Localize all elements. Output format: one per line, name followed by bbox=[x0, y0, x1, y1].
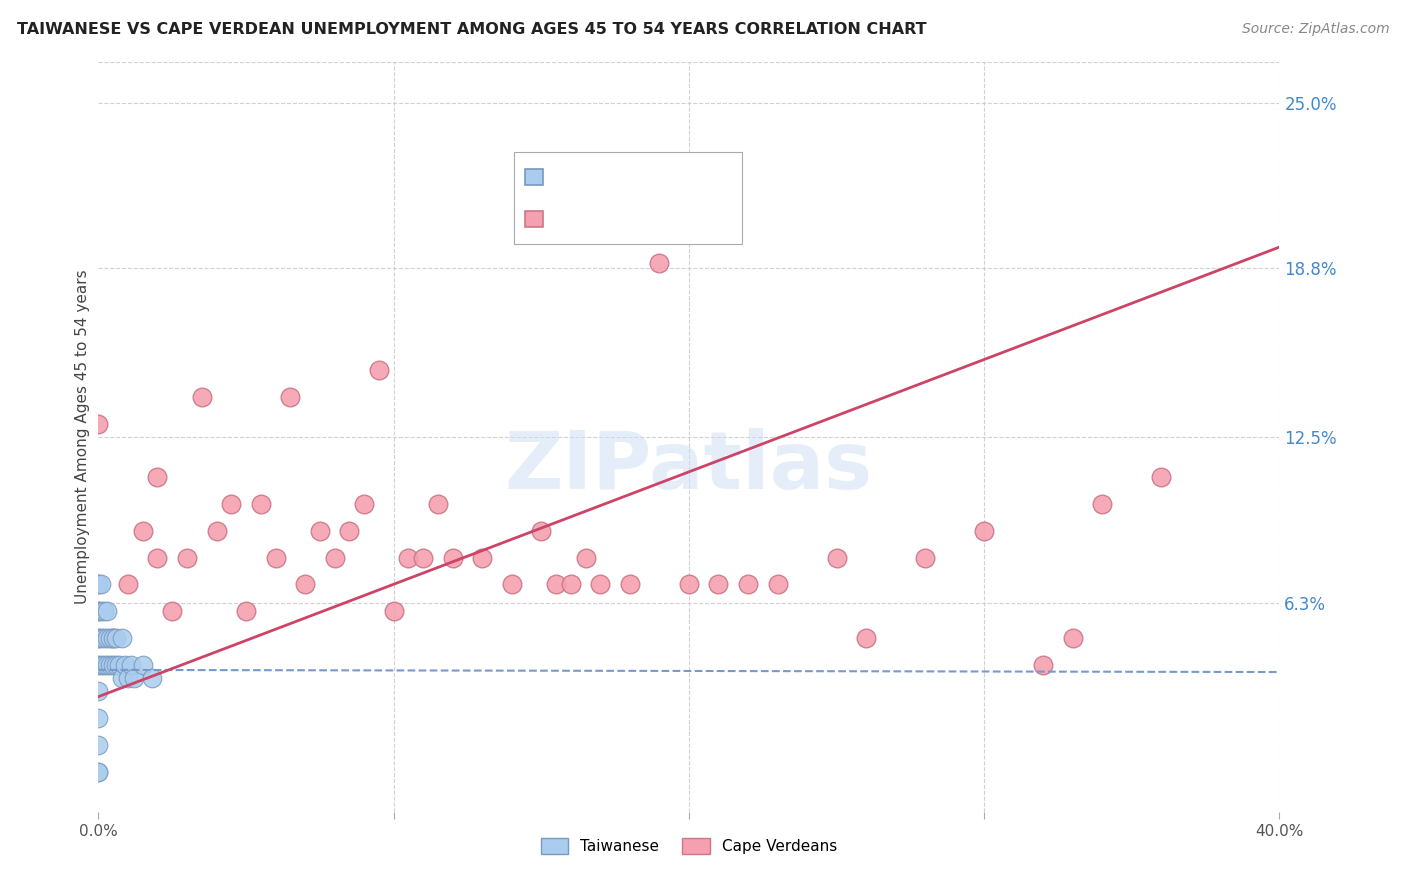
Point bbox=[412, 550, 434, 565]
Point bbox=[323, 550, 346, 565]
Point bbox=[648, 256, 671, 270]
Point bbox=[855, 631, 877, 645]
Point bbox=[250, 497, 273, 511]
Point bbox=[87, 577, 110, 591]
Point bbox=[546, 577, 568, 591]
Point bbox=[471, 550, 494, 565]
Point bbox=[707, 577, 730, 591]
Point bbox=[120, 657, 142, 672]
Point bbox=[382, 604, 405, 618]
Point bbox=[117, 671, 139, 685]
Point bbox=[93, 604, 115, 618]
Point bbox=[191, 390, 214, 404]
Text: R = -0.001: R = -0.001 bbox=[550, 169, 631, 185]
Point bbox=[221, 497, 243, 511]
Point bbox=[737, 577, 759, 591]
Point bbox=[766, 577, 789, 591]
Point bbox=[205, 524, 228, 538]
Text: N = 47: N = 47 bbox=[655, 212, 713, 227]
Point bbox=[103, 657, 125, 672]
Point bbox=[87, 604, 110, 618]
Point bbox=[530, 524, 553, 538]
Point bbox=[111, 631, 134, 645]
Point bbox=[575, 550, 598, 565]
Point bbox=[1091, 497, 1114, 511]
Point bbox=[105, 631, 128, 645]
Point bbox=[1062, 631, 1084, 645]
Point bbox=[560, 577, 582, 591]
Point bbox=[619, 577, 641, 591]
Legend: Taiwanese, Cape Verdeans: Taiwanese, Cape Verdeans bbox=[534, 832, 844, 860]
Point bbox=[368, 363, 391, 377]
Point bbox=[96, 631, 118, 645]
Point bbox=[90, 657, 112, 672]
Text: Source: ZipAtlas.com: Source: ZipAtlas.com bbox=[1241, 22, 1389, 37]
Point bbox=[441, 550, 464, 565]
Point bbox=[105, 657, 128, 672]
Point bbox=[589, 577, 612, 591]
Point bbox=[235, 604, 257, 618]
Point bbox=[132, 524, 155, 538]
Point bbox=[87, 657, 110, 672]
Point bbox=[162, 604, 183, 618]
Point bbox=[264, 550, 287, 565]
Point bbox=[90, 631, 112, 645]
Point bbox=[108, 657, 131, 672]
Point bbox=[96, 604, 118, 618]
Point bbox=[87, 738, 110, 752]
Point bbox=[87, 604, 110, 618]
Point bbox=[114, 657, 136, 672]
Point bbox=[111, 671, 134, 685]
Point bbox=[87, 764, 110, 779]
Point bbox=[87, 631, 110, 645]
Text: R =  0.523: R = 0.523 bbox=[550, 212, 631, 227]
Point bbox=[501, 577, 523, 591]
Point bbox=[280, 390, 302, 404]
Point bbox=[176, 550, 198, 565]
Point bbox=[87, 417, 110, 431]
Point bbox=[87, 684, 110, 698]
Text: TAIWANESE VS CAPE VERDEAN UNEMPLOYMENT AMONG AGES 45 TO 54 YEARS CORRELATION CHA: TAIWANESE VS CAPE VERDEAN UNEMPLOYMENT A… bbox=[17, 22, 927, 37]
Point bbox=[398, 550, 420, 565]
Point bbox=[353, 497, 375, 511]
Point bbox=[294, 577, 316, 591]
Point bbox=[87, 764, 110, 779]
Point bbox=[87, 577, 110, 591]
Point bbox=[339, 524, 361, 538]
Point bbox=[914, 550, 936, 565]
Point bbox=[103, 631, 125, 645]
Point bbox=[132, 657, 155, 672]
Point bbox=[1150, 470, 1173, 484]
Point bbox=[87, 711, 110, 725]
Point bbox=[90, 577, 112, 591]
Point bbox=[146, 470, 169, 484]
Text: ZIPatlas: ZIPatlas bbox=[505, 428, 873, 506]
Point bbox=[825, 550, 848, 565]
Point bbox=[87, 631, 110, 645]
Point bbox=[98, 657, 121, 672]
Text: N = 37: N = 37 bbox=[655, 169, 713, 185]
Point bbox=[678, 577, 700, 591]
Point bbox=[309, 524, 332, 538]
Point bbox=[146, 550, 169, 565]
Point bbox=[96, 657, 118, 672]
Y-axis label: Unemployment Among Ages 45 to 54 years: Unemployment Among Ages 45 to 54 years bbox=[75, 269, 90, 605]
Point bbox=[98, 631, 121, 645]
Point bbox=[973, 524, 995, 538]
Point bbox=[93, 631, 115, 645]
Point bbox=[90, 604, 112, 618]
Point bbox=[103, 631, 125, 645]
Point bbox=[93, 657, 115, 672]
Point bbox=[427, 497, 450, 511]
Point bbox=[1032, 657, 1054, 672]
Point bbox=[122, 671, 145, 685]
Point bbox=[117, 577, 139, 591]
Point bbox=[141, 671, 163, 685]
